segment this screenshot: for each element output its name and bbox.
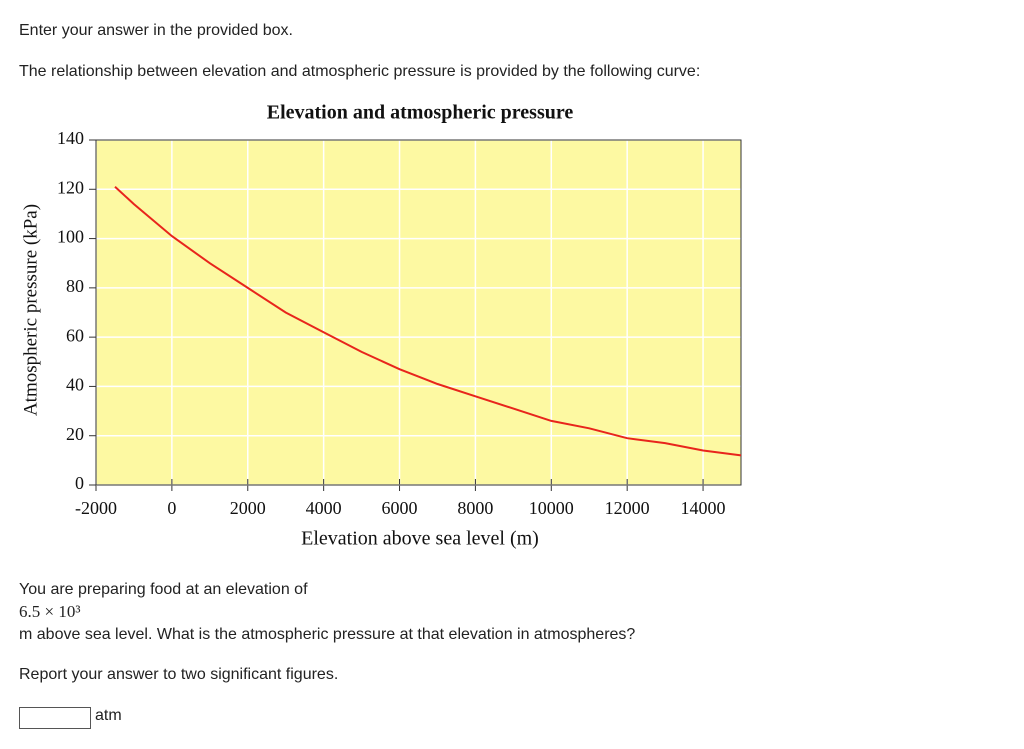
y-tick-label: 80 — [66, 276, 84, 296]
x-tick-label: 6000 — [382, 498, 418, 518]
y-tick-label: 140 — [57, 128, 84, 148]
intro: The relationship between elevation and a… — [19, 63, 701, 80]
y-tick-label: 60 — [66, 325, 84, 345]
y-tick-label: 100 — [57, 227, 84, 247]
question-line2: m above sea level. What is the atmospher… — [19, 626, 636, 643]
instruction: Enter your answer in the provided box. — [19, 22, 293, 39]
plot-frame — [95, 139, 742, 486]
x-tick-label: -2000 — [75, 498, 117, 518]
x-tick-label: 4000 — [306, 498, 342, 518]
note: Report your answer to two significant fi… — [19, 666, 339, 683]
unit: atm — [95, 707, 122, 724]
plot-area — [96, 140, 741, 485]
x-axis-label: Elevation above sea level (m) — [301, 528, 539, 550]
x-tick-label: 12000 — [605, 498, 650, 518]
curve — [114, 186, 742, 457]
y-axis-label: Atmospheric pressure (kPa) — [20, 204, 41, 416]
x-tick-label: 14000 — [681, 498, 726, 518]
x-tick-label: 2000 — [230, 498, 266, 518]
x-tick-label: 8000 — [457, 498, 493, 518]
chart: Elevation and atmospheric pressure Eleva… — [20, 102, 742, 550]
x-tick-label: 10000 — [529, 498, 574, 518]
x-tick-label: 0 — [167, 498, 176, 518]
question-line1: You are preparing food at an elevation o… — [19, 581, 308, 598]
answer-input[interactable] — [19, 707, 91, 729]
chart-title: Elevation and atmospheric pressure — [267, 102, 574, 124]
y-tick-label: 20 — [66, 424, 84, 444]
y-tick-label: 0 — [75, 473, 84, 493]
quantity: 6.5 × 10³ — [19, 602, 81, 621]
y-tick-label: 40 — [66, 375, 84, 395]
y-tick-label: 120 — [57, 177, 84, 197]
